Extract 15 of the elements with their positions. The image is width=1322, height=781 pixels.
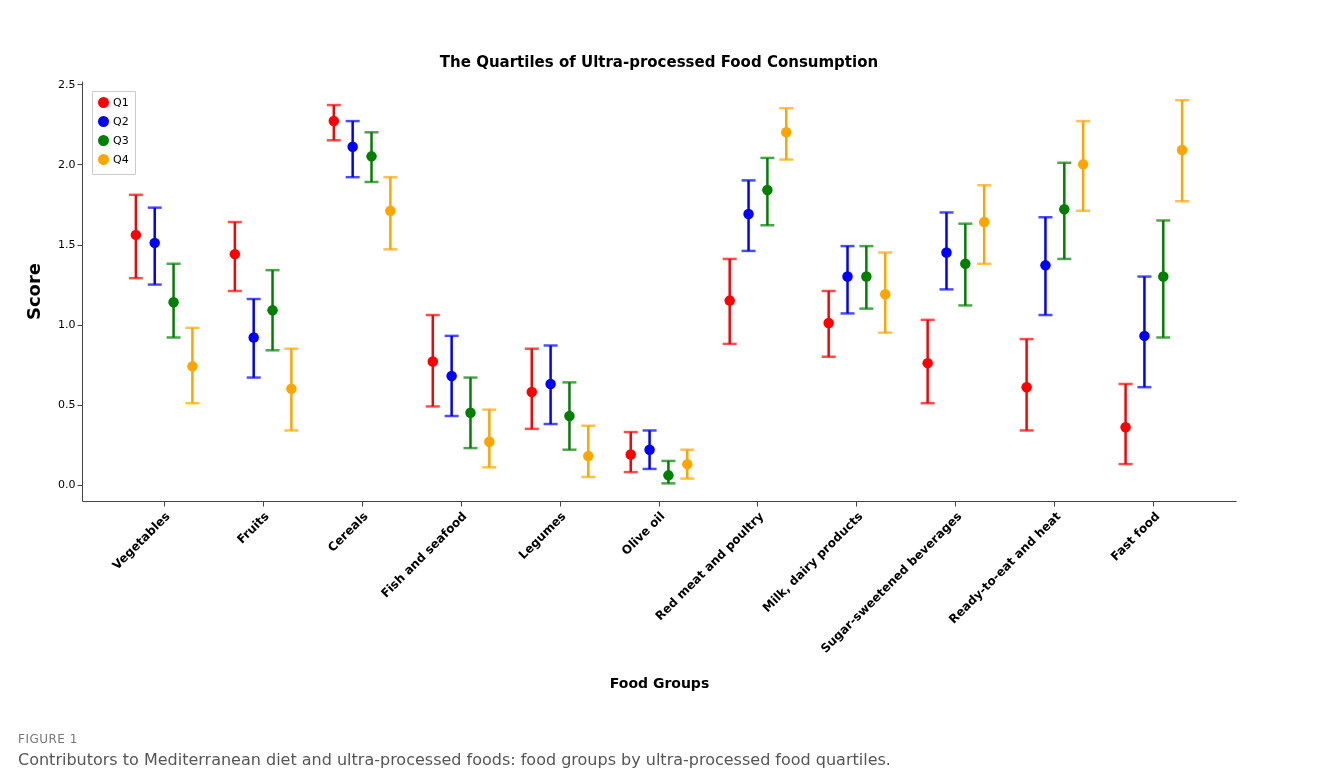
y-tick-label: 0.5 [58, 398, 76, 412]
x-axis-title: Food Groups [609, 674, 710, 691]
y-axis-title: Score [23, 262, 45, 321]
chart-title: The Quartiles of Ultra-processed Food Consumption [439, 53, 879, 72]
legend-label: Q2 [113, 114, 129, 128]
y-tick-label: 2.0 [58, 157, 76, 171]
y-tick-label: 1.0 [58, 318, 76, 332]
caption: FIGURE 1 [18, 732, 79, 746]
legend-label: Q3 [113, 133, 129, 147]
y-tick-label: 0.0 [58, 478, 76, 492]
y-tick-label: 1.5 [58, 238, 76, 252]
legend-label: Q1 [113, 95, 129, 109]
legend-label: Q4 [113, 152, 129, 166]
text: Contributors to Mediterranean diet and ultra-processed foods: food groups by ultra-processed food quartiles. [18, 750, 892, 769]
y-tick-label: 2.5 [58, 77, 76, 91]
